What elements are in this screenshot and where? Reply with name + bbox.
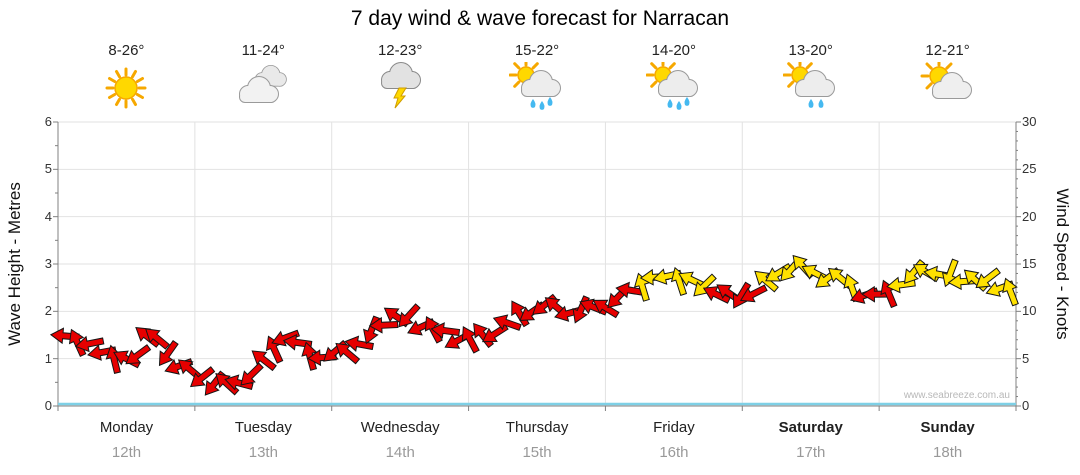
weather-icon-slot <box>372 62 428 114</box>
left-axis-tick-label: 1 <box>44 350 52 366</box>
left-axis-tick-label: 0 <box>44 398 52 413</box>
sun-showers-icon <box>645 57 698 110</box>
wind-arrow <box>1002 277 1019 307</box>
right-axis-tick-label: 15 <box>1022 256 1037 271</box>
sun-light-showers-icon <box>782 57 835 108</box>
sun-showers-icon <box>508 57 561 110</box>
day-temperature: 15-22° <box>514 42 560 59</box>
sunny-icon <box>105 67 147 109</box>
left-axis-tick-label: 6 <box>44 114 52 129</box>
cloudy-icon <box>239 64 288 103</box>
right-axis-tick-label: 20 <box>1022 208 1037 224</box>
left-axis-tick-label: 4 <box>44 208 52 224</box>
day-date-label: 13th <box>248 444 278 461</box>
day-date-label: 18th <box>933 444 963 461</box>
wind-arrow <box>368 316 399 334</box>
day-name-label: Wednesday <box>360 419 440 436</box>
day-date-label: 17th <box>796 444 826 461</box>
right-axis-tick-label: 30 <box>1022 114 1037 129</box>
weather-icon-slot <box>782 57 839 114</box>
day-temperature: 12-23° <box>377 42 423 59</box>
wind-arrow <box>189 366 216 388</box>
wind-arrow <box>68 328 87 357</box>
weather-icon-slot <box>508 57 565 114</box>
wind-arrow <box>125 344 152 365</box>
day-name-label: Saturday <box>778 419 843 436</box>
wind-arrow <box>74 335 105 353</box>
wind-arrow <box>251 350 277 372</box>
wind-arrow <box>975 267 1001 289</box>
day-date-label: 16th <box>659 444 689 461</box>
wind-arrow <box>344 335 374 352</box>
day-date-label: 15th <box>522 444 552 461</box>
right-axis-tick-label: 25 <box>1022 161 1037 177</box>
day-temperature: 8-26° <box>108 42 145 59</box>
day-temperature: 11-24° <box>241 42 285 59</box>
left-axis-tick-label: 2 <box>44 303 52 319</box>
wind-arrow <box>301 341 318 371</box>
weather-icon-slot <box>235 62 291 114</box>
day-temperature: 13-20° <box>788 42 833 59</box>
day-date-label: 12th <box>111 444 142 461</box>
chart-title: 7 day wind & wave forecast for Narracan <box>350 7 730 30</box>
wind-arrow <box>398 303 421 328</box>
wind-arrow <box>215 373 240 396</box>
left-axis-tick-label: 5 <box>44 161 52 177</box>
day-name-label: Thursday <box>505 419 569 436</box>
day-name-label: Sunday <box>920 419 975 436</box>
wind-arrow <box>271 329 301 347</box>
day-date-label: 14th <box>385 444 415 461</box>
day-name-label: Tuesday <box>234 419 292 436</box>
weather-icon-slot <box>645 57 702 114</box>
wind-arrow <box>461 326 480 354</box>
wind-arrow <box>739 284 768 303</box>
wind-arrow <box>592 299 620 319</box>
wind-arrow <box>335 342 361 365</box>
left-axis-tick-label: 3 <box>44 256 52 271</box>
right-axis-tick-label: 10 <box>1022 303 1037 319</box>
wind-arrow <box>158 340 179 367</box>
weather-icon-slot <box>920 57 976 114</box>
thunderstorm-icon <box>381 62 422 109</box>
partly-cloudy-icon <box>920 57 972 99</box>
day-temperature: 12-21° <box>925 42 970 59</box>
day-name-label: Friday <box>653 419 695 436</box>
weather-icon-slot <box>98 62 154 114</box>
day-name-label: Monday <box>99 419 154 436</box>
right-axis-tick-label: 5 <box>1022 350 1030 366</box>
right-axis-tick-label: 0 <box>1022 398 1030 413</box>
wind-arrow <box>144 328 170 350</box>
watermark: www.seabreeze.com.au <box>903 390 1010 401</box>
wind-arrow <box>754 270 779 293</box>
day-temperature: 14-20° <box>651 42 697 59</box>
wind-arrow <box>492 314 522 331</box>
wind-arrow <box>430 322 461 339</box>
